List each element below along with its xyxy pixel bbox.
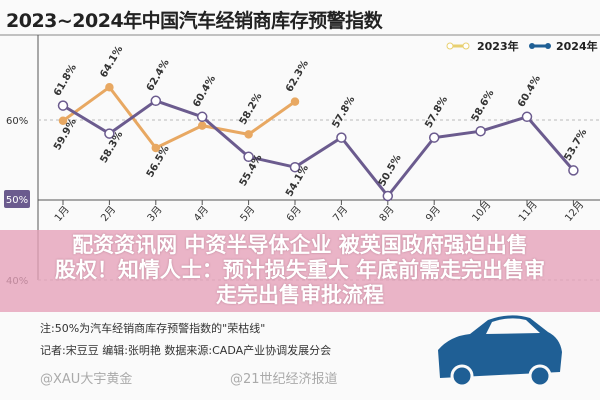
data-point <box>336 132 347 143</box>
data-label: 60.4% <box>191 74 218 110</box>
data-point <box>196 111 208 123</box>
legend-marker <box>529 43 535 49</box>
data-point <box>244 130 253 139</box>
data-point <box>290 97 300 106</box>
data-label: 56.5% <box>145 144 172 180</box>
data-point <box>568 165 579 176</box>
data-label: 55.4% <box>238 153 265 189</box>
data-label: 58.3% <box>98 130 125 166</box>
legend-label: 2024年 <box>556 39 598 53</box>
data-point <box>58 116 68 126</box>
data-point <box>104 128 115 139</box>
legend-marker <box>545 43 551 49</box>
data-point <box>521 111 533 123</box>
x-tick-label: 12月 <box>563 199 587 224</box>
x-tick-label: 4月 <box>191 204 211 224</box>
chart-title: 2023~2024年中国汽车经销商库存预警指数 <box>6 10 383 32</box>
data-point <box>150 95 162 107</box>
data-label: 58.2% <box>238 91 265 127</box>
watermark: @21世纪经济报道 <box>230 372 338 387</box>
y-tick-label: 60% <box>6 116 28 127</box>
data-label: 57.8% <box>330 95 357 131</box>
x-tick-label: 7月 <box>331 204 351 224</box>
x-tick-label: 10月 <box>470 199 494 224</box>
data-label: 62.3% <box>284 59 311 95</box>
overlay-headline-2: 股权！知情人士：预计损失重大 年底前需走完出售审 <box>54 258 546 282</box>
y-tick-label: 50% <box>6 195 28 206</box>
x-tick-label: 6月 <box>284 204 304 224</box>
x-tick-label: 1月 <box>52 204 72 224</box>
data-label: 61.8% <box>52 63 79 99</box>
data-label: 58.6% <box>470 88 497 124</box>
data-point <box>382 190 394 202</box>
data-label: 57.8% <box>423 95 450 131</box>
overlay-headline-1: 配资资讯网 中资半导体企业 被英国政府强迫出售 <box>72 233 528 257</box>
data-label: 60.4% <box>516 74 543 110</box>
data-point <box>428 132 440 143</box>
legend-marker <box>446 42 454 50</box>
legend-label: 2023年 <box>477 39 519 53</box>
data-point <box>151 143 161 153</box>
data-label: 62.4% <box>145 58 172 94</box>
overlay-banner <box>0 230 600 312</box>
series-line-2024年 <box>62 99 575 199</box>
x-tick-label: 5月 <box>238 204 258 224</box>
data-label: 54.1% <box>284 163 311 199</box>
data-label: 59.9% <box>52 117 79 153</box>
credits: 记者:宋豆豆 编辑:张明艳 数据来源:CADA产业协调发展分会 <box>40 344 332 357</box>
data-point <box>289 161 301 173</box>
watermark: @XAU大宇黄金 <box>40 372 133 387</box>
data-label: 64.1% <box>98 44 125 80</box>
data-point <box>243 151 254 163</box>
threshold-badge <box>4 190 30 208</box>
x-tick-label: 2月 <box>99 204 119 224</box>
x-tick-label: 8月 <box>377 204 397 224</box>
data-point <box>475 125 486 137</box>
data-point <box>105 82 114 92</box>
x-tick-label: 11月 <box>516 199 540 224</box>
overlay-headline-3: 走完出售审批流程 <box>216 283 384 307</box>
footnote: 注:50%为汽车经销商库存预警指数的"荣枯线" <box>40 322 266 335</box>
series-line-2023年 <box>62 85 296 150</box>
data-label: 53.7% <box>562 127 589 163</box>
data-point <box>197 121 207 130</box>
x-tick-label: 9月 <box>423 204 443 224</box>
x-tick-label: 3月 <box>145 204 165 224</box>
data-point <box>57 100 69 111</box>
legend-marker <box>462 42 470 50</box>
